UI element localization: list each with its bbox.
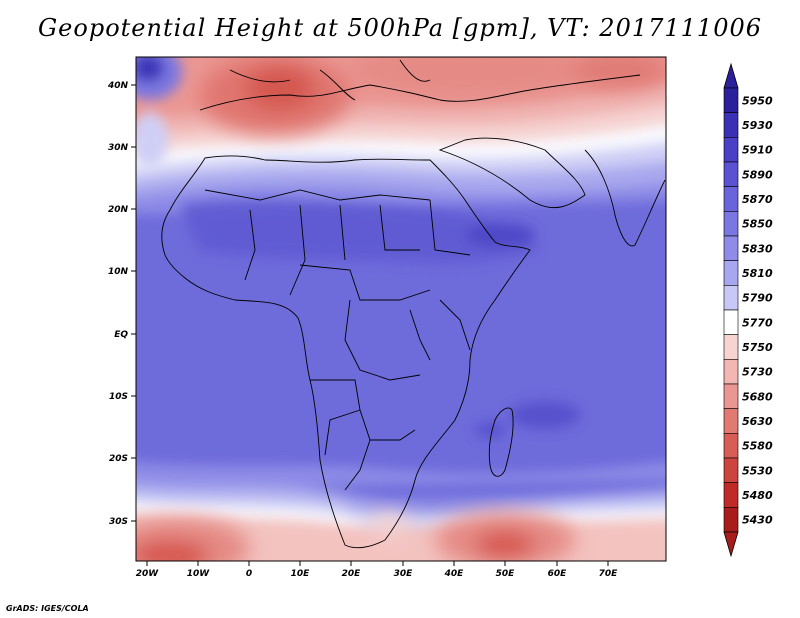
colorbar: 5950 5930 5910 5890 5870 5850 5830 5810 5790 5770… [723,62,773,558]
lon-label: 50E [496,569,516,579]
colorbar-label: 5680 [742,390,773,403]
colorbar-label: 5750 [742,341,773,354]
colorbar-swatch [723,334,739,360]
lat-label: 20N [108,205,129,215]
colorbar-label: 5850 [742,218,773,231]
lon-label: 10E [291,569,311,579]
colorbar-label: 5430 [742,514,773,527]
colorbar-label: 5870 [742,193,773,206]
map-frame [135,56,667,562]
colorbar-label: 5810 [742,267,773,280]
lon-label: 20W [136,569,160,579]
colorbar-swatch [723,211,739,237]
colorbar-swatch [723,260,739,286]
tick-marks [131,84,609,566]
colorbar-swatch [723,359,739,385]
lon-label: 40E [444,569,465,579]
colorbar-swatch [723,235,739,261]
colorbar-swatch [723,161,739,187]
colorbar-label: 5790 [742,292,773,305]
lon-label: 70E [599,569,619,579]
colorbar-label: 5910 [742,144,773,157]
colorbar-label: 5950 [742,94,773,107]
height-field [136,57,666,561]
colorbar-label: 5480 [742,489,773,502]
lon-label: 20E [342,569,362,579]
colorbar-label: 5580 [742,440,773,453]
lat-label: 20S [109,454,128,464]
colorbar-bottom-arrow [723,531,739,558]
lon-label: 60E [548,569,568,579]
lon-label: 10W [187,569,211,579]
colorbar-label: 5930 [742,119,773,132]
colorbar-top-arrow [723,62,739,89]
colorbar-swatch [723,507,739,533]
lat-label: 30S [109,517,128,527]
colorbar-swatch [723,457,739,483]
lat-label: 10S [109,392,128,402]
colorbar-label: 5890 [742,168,773,181]
colorbar-swatch [723,137,739,163]
colorbar-swatch [723,112,739,138]
map-title: Geopotential Height at 500hPa [gpm], VT:… [38,14,762,42]
colorbar-swatch [723,482,739,508]
lat-label: 30N [108,143,129,153]
colorbar-swatch [723,309,739,335]
latitude-labels: 40N 30N 20N 10N EQ 10S 20S 30S [107,81,129,527]
colorbar-swatch [723,186,739,212]
lon-label: 30E [394,569,414,579]
colorbar-swatch [723,383,739,409]
colorbar-label: 5770 [742,316,773,329]
colorbar-label: 5830 [742,242,773,255]
colorbar-swatch [723,408,739,434]
coastlines [161,59,666,549]
longitude-labels: 20W 10W 0 10E 20E 30E 40E 50E 60E 70E [136,569,618,579]
lat-label: EQ [114,330,128,340]
lon-label: 0 [246,569,252,579]
lat-label: 40N [107,81,129,91]
colorbar-swatch [723,433,739,459]
colorbar-label: 5730 [742,366,773,379]
lat-label: 10N [108,267,129,277]
colorbar-swatch [723,285,739,311]
colorbar-label: 5530 [742,464,773,477]
grads-credit: GrADS: IGES/COLA [6,604,89,613]
colorbar-label: 5630 [742,415,773,428]
colorbar-swatch [723,87,739,113]
